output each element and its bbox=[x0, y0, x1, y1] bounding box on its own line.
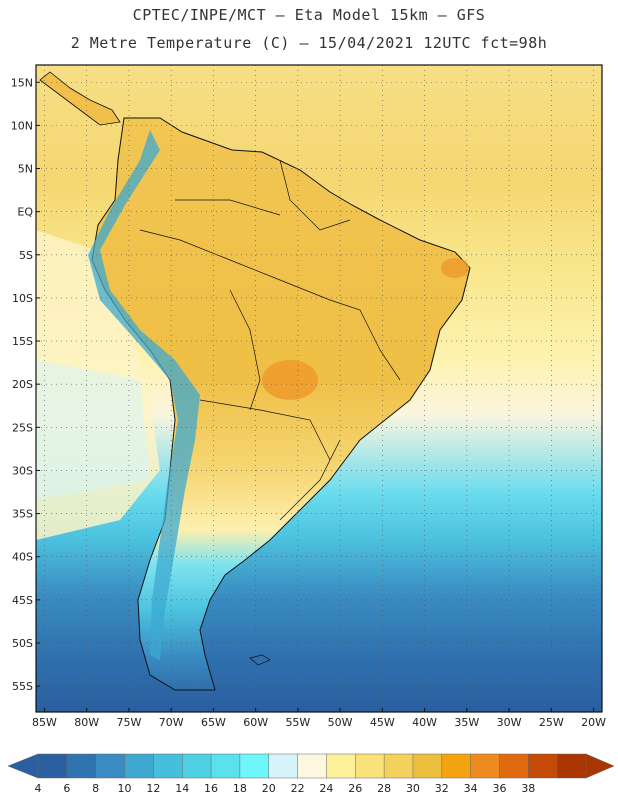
lon-tick-label: 40W bbox=[412, 716, 437, 729]
colorbar-swatch bbox=[239, 753, 270, 779]
colorbar-label: 34 bbox=[464, 782, 478, 795]
lon-tick-label: 65W bbox=[201, 716, 226, 729]
lat-tick-label: 40S bbox=[12, 551, 33, 564]
lat-tick-label: EQ bbox=[17, 206, 33, 219]
colorbar-swatch bbox=[556, 753, 587, 779]
colorbar-label: 36 bbox=[492, 782, 506, 795]
map-frame bbox=[35, 64, 603, 713]
hot-spot-northeast bbox=[441, 258, 469, 278]
lat-tick-label: 30S bbox=[12, 464, 33, 477]
lon-tick-label: 60W bbox=[243, 716, 268, 729]
colorbar-label: 32 bbox=[435, 782, 449, 795]
lat-tick-label: 25S bbox=[12, 421, 33, 434]
colorbar-label: 38 bbox=[521, 782, 535, 795]
colorbar-swatch bbox=[383, 753, 414, 779]
colorbar-label: 6 bbox=[63, 782, 70, 795]
lon-tick-label: 70W bbox=[159, 716, 184, 729]
lon-tick-label: 45W bbox=[370, 716, 395, 729]
lat-tick-label: 45S bbox=[12, 594, 33, 607]
colorbar-swatch bbox=[297, 753, 328, 779]
central-america-land bbox=[39, 71, 121, 126]
colorbar-swatch bbox=[470, 753, 501, 779]
pacific-cold-area bbox=[36, 360, 150, 500]
colorbar-high-arrow bbox=[585, 753, 615, 779]
colorbar-swatch bbox=[153, 753, 183, 779]
colorbar-label: 16 bbox=[204, 782, 218, 795]
lon-tick-label: 80W bbox=[74, 716, 99, 729]
colorbar-label: 26 bbox=[348, 782, 362, 795]
axis-ticks: 15N 10N 5N EQ 5S 10S 15S 20S 25S 30S 35S 40S 45S 50S 5… bbox=[11, 76, 606, 729]
lat-tick-label: 5N bbox=[18, 163, 33, 176]
colorbar-label: 4 bbox=[35, 782, 42, 795]
colorbar-swatch bbox=[355, 753, 385, 779]
colorbar-label: 8 bbox=[92, 782, 99, 795]
lon-tick-label: 85W bbox=[32, 716, 57, 729]
colorbar-label: 30 bbox=[406, 782, 420, 795]
colorbar-label: 12 bbox=[146, 782, 160, 795]
colorbar-swatch bbox=[210, 753, 241, 779]
colorbar-label: 20 bbox=[262, 782, 276, 795]
colorbar-label: 22 bbox=[291, 782, 305, 795]
colorbar-swatch bbox=[326, 753, 356, 779]
lon-tick-label: 75W bbox=[116, 716, 141, 729]
lon-tick-label: 25W bbox=[539, 716, 564, 729]
lon-tick-label: 35W bbox=[454, 716, 479, 729]
lat-tick-label: 10N bbox=[11, 119, 33, 132]
colorbar-low-arrow bbox=[7, 753, 39, 779]
colorbar-swatch bbox=[412, 753, 443, 779]
lat-tick-label: 35S bbox=[12, 508, 33, 521]
lat-tick-label: 50S bbox=[12, 637, 33, 650]
map-title-line1: CPTEC/INPE/MCT – Eta Model 15km – GFS bbox=[132, 6, 486, 24]
colorbar-label: 18 bbox=[233, 782, 247, 795]
lat-tick-label: 5S bbox=[19, 249, 33, 262]
colorbar-swatch bbox=[499, 753, 529, 779]
colorbar-swatch bbox=[95, 753, 126, 779]
colorbar-label: 24 bbox=[319, 782, 333, 795]
colorbar-swatch bbox=[124, 753, 155, 779]
lat-tick-label: 15S bbox=[12, 335, 33, 348]
lon-tick-label: 50W bbox=[328, 716, 353, 729]
colorbar: 4 6 8 10 12 14 16 18 20 22 24 26 28 30 32 34 36 38 bbox=[7, 753, 615, 795]
lat-tick-label: 55S bbox=[12, 680, 33, 693]
colorbar-swatch bbox=[528, 753, 558, 779]
map-field bbox=[36, 65, 602, 712]
lat-tick-label: 10S bbox=[12, 292, 33, 305]
colorbar-swatch bbox=[441, 753, 472, 779]
lon-tick-label: 20W bbox=[581, 716, 606, 729]
lon-tick-label: 30W bbox=[497, 716, 522, 729]
colorbar-swatch bbox=[37, 753, 68, 779]
lat-tick-label: 15N bbox=[11, 76, 33, 89]
andes-cold-strip bbox=[88, 130, 200, 660]
colorbar-swatch bbox=[66, 753, 97, 779]
country-borders bbox=[139, 159, 401, 521]
map-title-line2: 2 Metre Temperature (C) – 15/04/2021 12U… bbox=[70, 34, 548, 52]
colorbar-label: 28 bbox=[377, 782, 391, 795]
hot-spot-chaco bbox=[262, 360, 318, 400]
lon-tick-label: 55W bbox=[285, 716, 310, 729]
colorbar-label: 14 bbox=[175, 782, 189, 795]
lat-tick-label: 20S bbox=[12, 378, 33, 391]
falkland-islands bbox=[249, 654, 271, 666]
colorbar-label: 10 bbox=[118, 782, 132, 795]
colorbar-swatch bbox=[268, 753, 299, 779]
colorbar-swatch bbox=[181, 753, 212, 779]
